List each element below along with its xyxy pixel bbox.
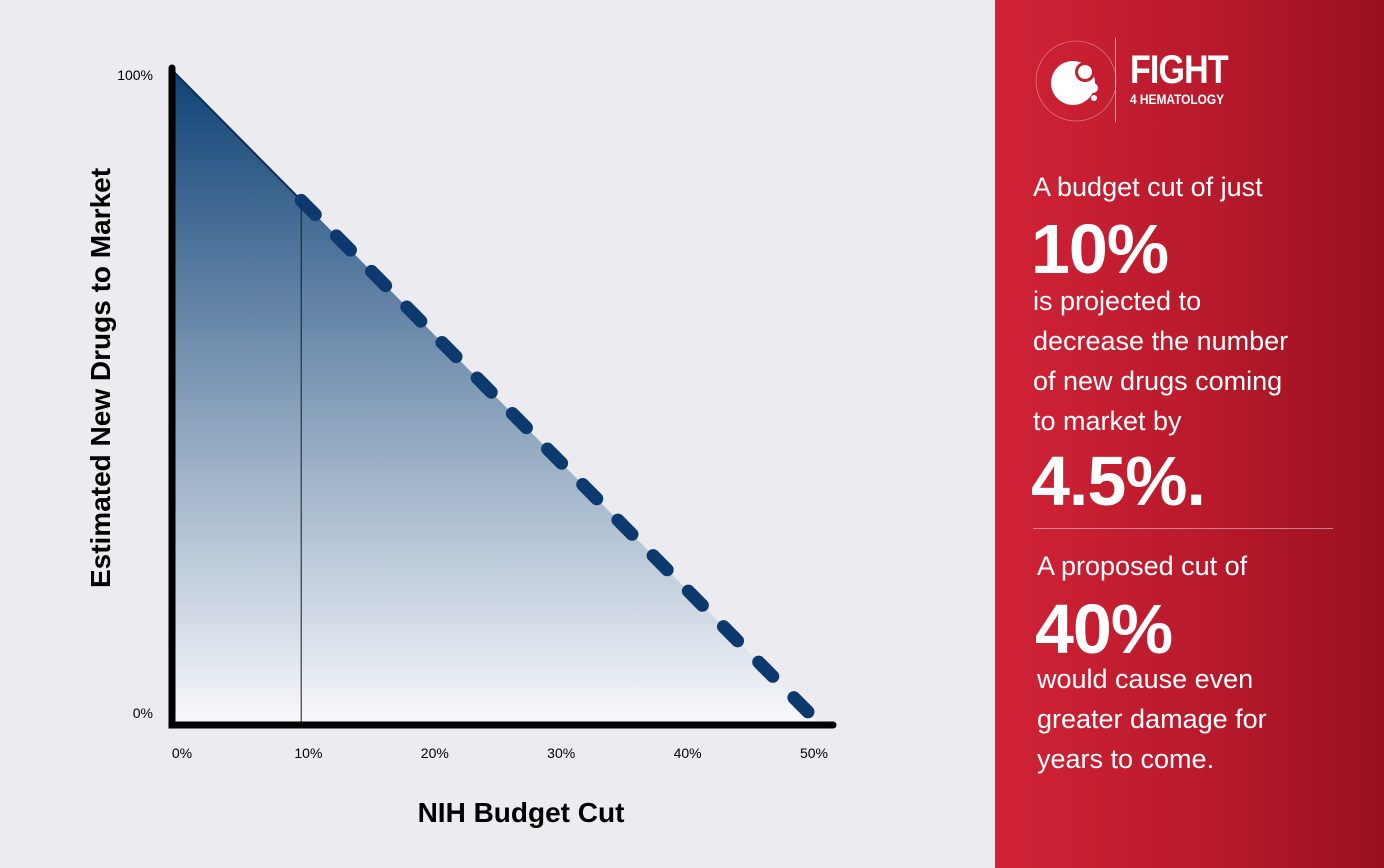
y-tick-0: 0% — [133, 705, 153, 721]
block1-line: to market by — [1033, 406, 1182, 436]
block1-line: of new drugs coming — [1033, 366, 1283, 396]
x-tick-label: 40% — [674, 745, 702, 761]
block1-line: decrease the number — [1033, 326, 1289, 356]
x-tick-label: 20% — [421, 745, 449, 761]
block1-result: 4.5%. — [1031, 442, 1206, 520]
block1-line: is projected to — [1033, 286, 1202, 316]
logo-subtitle: 4 HEMATOLOGY — [1130, 91, 1225, 107]
block1-big: 10% — [1031, 210, 1169, 288]
block2-line: greater damage for — [1037, 704, 1267, 734]
axes — [168, 64, 837, 729]
x-tick-label: 50% — [800, 745, 828, 761]
block2-intro: A proposed cut of — [1037, 551, 1248, 581]
block2-line: years to come. — [1037, 744, 1215, 774]
x-tick-label: 30% — [547, 745, 575, 761]
y-tick-100: 100% — [117, 67, 153, 83]
info-panel: FIGHT 4 HEMATOLOGY A budget cut of just … — [995, 0, 1384, 868]
chart: 0% 10% 20% 30% 40% 50% 100% 0% NIH Budget Cut… — [85, 64, 837, 828]
x-tick-label: 10% — [294, 745, 322, 761]
logo-divider — [1115, 38, 1116, 122]
block1-intro: A budget cut of just — [1033, 172, 1263, 202]
divider — [1033, 528, 1333, 529]
block2-big: 40% — [1035, 590, 1173, 668]
block2-line: would cause even — [1037, 664, 1254, 694]
y-axis-label: Estimated New Drugs to Market — [85, 168, 116, 588]
series-line-dashed — [294, 193, 825, 729]
series-line-solid — [171, 69, 302, 202]
x-axis-label: NIH Budget Cut — [418, 797, 625, 828]
logo-title: FIGHT — [1130, 48, 1229, 92]
ash-seal-logo — [1035, 40, 1117, 122]
x-tick-label: 0% — [172, 745, 192, 761]
